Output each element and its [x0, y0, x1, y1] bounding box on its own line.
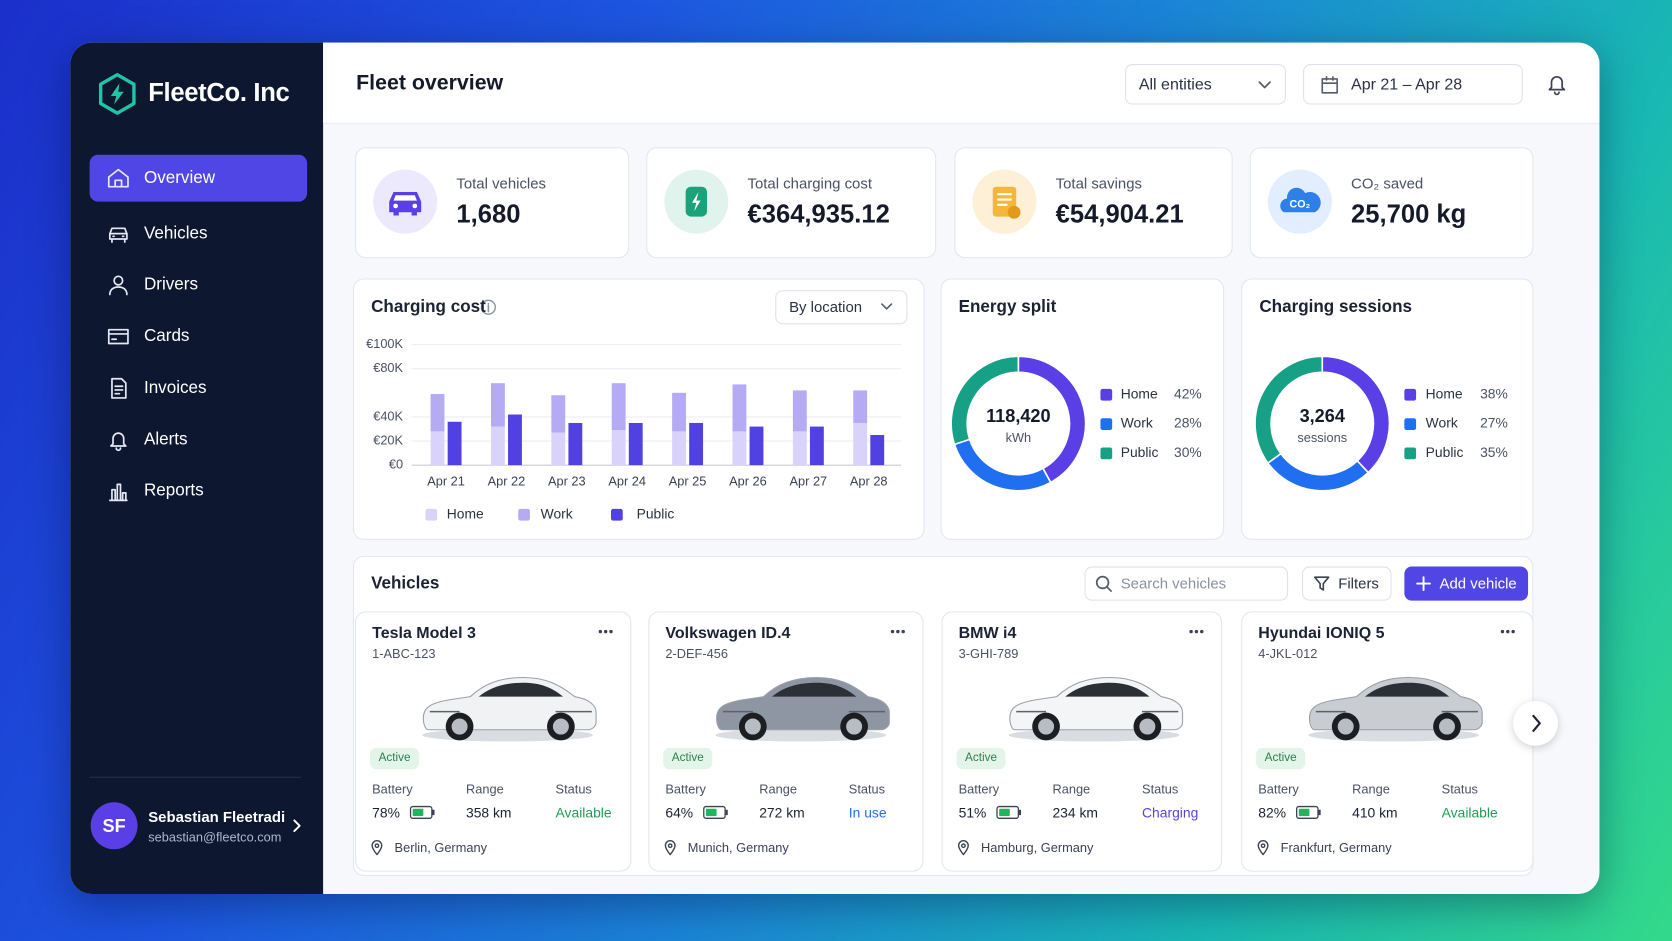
- status-badge-label: Active: [378, 751, 411, 765]
- donut-title: Charging sessions: [1259, 298, 1412, 317]
- kpi-label: CO₂ saved: [1351, 174, 1424, 192]
- status-badge-label: Active: [965, 751, 998, 765]
- status-value: In use: [848, 804, 887, 821]
- nav-label: Drivers: [143, 275, 198, 294]
- vehicle-plate: 1-ABC-123: [372, 646, 436, 662]
- vehicle-name: Hyundai IONIQ 5: [1258, 624, 1385, 643]
- kpi-label: Total vehicles: [456, 174, 547, 192]
- battery-value: 51%: [958, 804, 987, 821]
- vehicle-plate: 2-DEF-456: [665, 646, 728, 662]
- field-label: Status: [1441, 781, 1478, 797]
- filters-label: Filters: [1338, 574, 1379, 592]
- donut-card: [1241, 278, 1534, 540]
- vehicle-name: Tesla Model 3: [372, 624, 476, 643]
- date-range-label: Apr 21 – Apr 28: [1351, 75, 1463, 94]
- group-by-label: By location: [789, 298, 863, 316]
- vehicle-location: Munich, Germany: [687, 840, 789, 856]
- donut-card: [940, 278, 1225, 540]
- vehicle-name: Volkswagen ID.4: [665, 624, 791, 643]
- range-value: 358 km: [465, 804, 512, 821]
- user-name: Sebastian Fleetradi: [148, 808, 286, 826]
- nav-label: Vehicles: [143, 224, 208, 243]
- vehicle-location: Frankfurt, Germany: [1280, 840, 1392, 856]
- nav-item[interactable]: [90, 416, 308, 463]
- kpi-label: Total savings: [1055, 174, 1142, 192]
- notifications-button[interactable]: [1540, 66, 1576, 102]
- status-badge: [1256, 747, 1306, 770]
- chart-title: Charging cost: [371, 298, 486, 317]
- vehicle-plate: 3-GHI-789: [958, 646, 1019, 662]
- section-title: Vehicles: [371, 574, 440, 593]
- kpi-label: Total charging cost: [747, 174, 872, 192]
- status-value: Charging: [1142, 804, 1199, 821]
- field-label: Range: [465, 781, 504, 797]
- field-label: Range: [759, 781, 797, 797]
- status-badge: [956, 747, 1006, 770]
- battery-value: 82%: [1258, 804, 1287, 821]
- status-badge-label: Active: [1264, 751, 1297, 765]
- field-label: Battery: [958, 781, 1000, 797]
- field-label: Status: [848, 781, 886, 797]
- date-range-picker[interactable]: [1303, 64, 1523, 105]
- field-label: Battery: [665, 781, 706, 797]
- status-badge: [370, 747, 420, 770]
- carousel-next[interactable]: [1513, 700, 1558, 746]
- kpi-value: 25,700 kg: [1351, 200, 1467, 229]
- vehicle-card[interactable]: [648, 611, 924, 872]
- field-label: Status: [555, 781, 592, 797]
- field-label: Status: [1142, 781, 1179, 797]
- nav-label: Alerts: [143, 430, 188, 449]
- field-label: Range: [1352, 781, 1390, 797]
- field-label: Battery: [372, 781, 413, 797]
- battery-value: 64%: [665, 804, 694, 821]
- nav-item[interactable]: [90, 313, 308, 360]
- nav-label: Reports: [143, 481, 204, 500]
- donut-title: Energy split: [958, 298, 1057, 317]
- vehicle-name: BMW i4: [958, 624, 1017, 643]
- brand-name: FleetCo. Inc: [148, 78, 290, 108]
- vehicle-plate: 4-JKL-012: [1258, 646, 1318, 662]
- kpi-value: €364,935.12: [747, 200, 890, 229]
- vehicle-location: Hamburg, Germany: [981, 840, 1094, 856]
- user-email: sebastian@fleetco.com: [148, 829, 282, 845]
- nav-item[interactable]: [90, 261, 308, 308]
- status-value: Available: [555, 804, 612, 821]
- status-badge-label: Active: [671, 751, 704, 765]
- vehicle-location: Berlin, Germany: [394, 840, 487, 856]
- field-label: Range: [1052, 781, 1091, 797]
- kpi-value: €54,904.21: [1055, 200, 1184, 229]
- range-value: 234 km: [1052, 804, 1098, 821]
- user-initials: SF: [102, 815, 126, 837]
- nav-label: Cards: [143, 326, 190, 346]
- nav-label: Overview: [143, 169, 216, 188]
- status-value: Available: [1441, 804, 1498, 821]
- kpi-value: 1,680: [456, 200, 521, 229]
- search-placeholder: Search vehicles: [1120, 574, 1227, 592]
- range-value: 410 km: [1352, 804, 1398, 821]
- vehicle-card[interactable]: [1241, 611, 1534, 872]
- battery-value: 78%: [372, 804, 400, 821]
- field-label: Battery: [1258, 781, 1299, 797]
- add-vehicle-label: Add vehicle: [1439, 574, 1517, 592]
- range-value: 272 km: [759, 804, 805, 821]
- search-box[interactable]: [1084, 566, 1289, 601]
- sidebar-divider: [89, 776, 301, 778]
- vehicle-card[interactable]: [941, 611, 1223, 872]
- vehicle-card[interactable]: [355, 611, 632, 872]
- page-title: Fleet overview: [356, 71, 504, 95]
- status-badge: [663, 747, 713, 770]
- nav-label: Invoices: [143, 379, 207, 398]
- entity-dropdown-label: All entities: [1138, 75, 1212, 94]
